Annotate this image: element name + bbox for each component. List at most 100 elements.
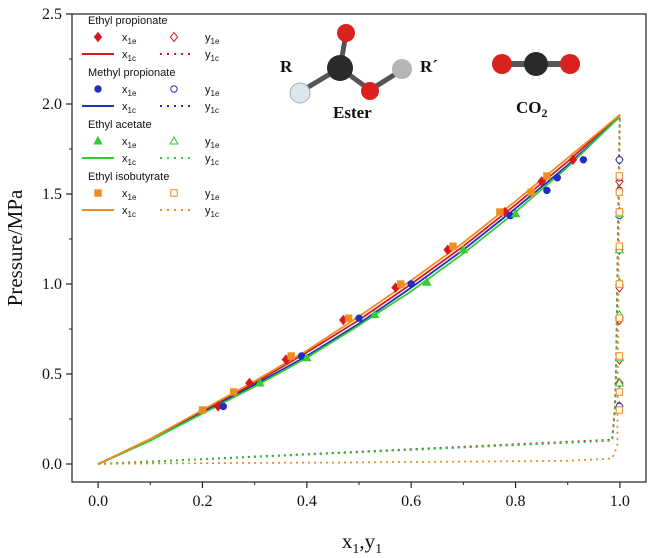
exp-x-point-1-1	[297, 352, 306, 360]
legend-calc-x-label-2-sub: 1c	[128, 158, 136, 167]
legend-exp-y-label-1: y1e	[205, 84, 220, 98]
legend-exp-y-label-1-sub: 1e	[211, 89, 220, 98]
legend-calc-x-label-2-main: x	[122, 153, 128, 165]
x-tick-label-2: 0.4	[297, 493, 317, 510]
exp-x-point-3-1	[230, 388, 238, 396]
exp-x-point-1-7	[579, 156, 588, 164]
exp-x-point-0-1	[245, 377, 254, 389]
legend-exp-y-label-3-main: y	[205, 188, 211, 200]
legend-calc-x-label-0-main: x	[122, 49, 128, 61]
legend-exp-x-marker-1	[94, 85, 102, 93]
legend-title-1: Methyl propionate	[88, 67, 175, 79]
calc-y-line-1	[98, 116, 621, 465]
legend-exp-x-label-2: x1e	[122, 136, 137, 150]
exp-x-point-2-4	[458, 244, 469, 254]
exp-x-point-2-3	[422, 277, 432, 286]
calc-y-line-2	[98, 116, 621, 465]
x-tick-label-5: 1.0	[610, 493, 630, 510]
legend-calc-y-label-0-sub: 1c	[211, 54, 219, 63]
co2-atom-c	[524, 52, 548, 76]
exp-y-point-3-6	[615, 208, 624, 216]
legend-calc-x-label-3: x1c	[122, 205, 136, 219]
legend-exp-y-label-3: y1e	[205, 188, 220, 202]
exp-x-point-1-5	[543, 186, 551, 195]
exp-x-point-1-2	[355, 314, 363, 322]
legend-exp-x-label-2-sub: 1e	[128, 141, 137, 150]
legend-exp-x-label-1: x1e	[122, 84, 137, 98]
legend-exp-y-label-2: y1e	[205, 136, 220, 150]
ester-label: Ester	[333, 103, 372, 122]
legend-exp-x-label-0: x1e	[122, 32, 137, 46]
legend-exp-y-label-2-main: y	[205, 136, 211, 148]
ester-molecule: R R´ Ester	[280, 24, 438, 122]
exp-x-point-0-8	[568, 154, 578, 165]
exp-y-point-2-0	[614, 377, 625, 387]
legend-exp-y-label-2-sub: 1e	[211, 141, 220, 150]
exp-x-point-3-0	[198, 406, 207, 414]
exp-x-point-3-7	[527, 188, 535, 196]
legend-exp-y-label-3-sub: 1e	[211, 193, 220, 202]
legend-calc-x-label-2: x1c	[122, 153, 136, 167]
legend-calc-y-label-3-main: y	[205, 205, 211, 217]
legend-exp-y-marker-1	[170, 85, 178, 93]
exp-y-point-3-2	[615, 352, 624, 360]
legend-calc-x-label-0: x1c	[122, 49, 136, 63]
ester-atom-c	[327, 55, 353, 81]
exp-y-point-3-0	[615, 406, 624, 414]
ester-r-prime-label: R´	[420, 57, 438, 76]
exp-y-point-3-5	[615, 242, 624, 250]
y-tick-label-0: 0.0	[42, 456, 62, 473]
exp-y-point-1-7	[615, 156, 624, 164]
y-tick-label-3: 1.5	[42, 186, 62, 203]
legend-exp-x-marker-2	[93, 135, 103, 145]
calc-y-line-0	[98, 114, 621, 465]
x-axis-title-sub2: 1	[375, 542, 382, 557]
co2-label-sub: 2	[542, 106, 548, 120]
ester-atom-r	[392, 59, 412, 79]
exp-y-point-3-4	[615, 280, 624, 288]
exp-x-point-1-6	[553, 174, 561, 182]
exp-x-point-2-1	[302, 352, 312, 362]
x-axis-title-sep: ,y	[359, 529, 375, 553]
exp-x-point-2-0	[255, 377, 265, 387]
legend-exp-x-label-2-main: x	[122, 136, 128, 148]
calc-x-line-1	[97, 115, 621, 465]
co2-molecule: CO2	[492, 52, 580, 120]
exp-x-point-2-5	[510, 208, 521, 218]
exp-x-point-3-3	[344, 314, 353, 322]
legend-calc-y-label-0: y1c	[205, 49, 219, 63]
legend-exp-y-label-0-main: y	[205, 32, 211, 44]
exp-x-point-3-4	[397, 280, 405, 288]
y-tick-label-2: 1.0	[42, 276, 62, 293]
ester-atom-o-top	[337, 24, 355, 42]
legend-exp-y-marker-0	[169, 31, 179, 43]
calc-x-line-3	[97, 114, 621, 465]
legend-calc-x-label-3-main: x	[122, 205, 128, 217]
legend-calc-y-label-1-main: y	[205, 101, 211, 113]
legend-exp-y-label-0: y1e	[205, 32, 220, 46]
legend-exp-y-marker-3	[170, 189, 178, 197]
legend-calc-x-label-1-main: x	[122, 101, 128, 113]
exp-x-point-3-8	[543, 172, 551, 180]
legend-exp-y-marker-2	[169, 135, 179, 145]
legend-exp-y-label-1-main: y	[205, 84, 211, 96]
x-axis-title-sub1: 1	[352, 542, 359, 557]
y-tick-label-1: 0.5	[42, 366, 62, 383]
legend-title-0: Ethyl propionate	[88, 15, 168, 27]
calc-x-line-0	[97, 114, 621, 465]
exp-x-point-3-5	[449, 242, 457, 250]
legend-calc-y-label-2: y1c	[205, 153, 219, 167]
curves	[97, 114, 621, 465]
x-tick-label-3: 0.6	[401, 493, 421, 510]
legend-calc-x-label-1-sub: 1c	[128, 106, 136, 115]
legend-exp-x-marker-0	[93, 31, 103, 43]
exp-y-point-3-3	[615, 314, 624, 322]
legend-exp-x-marker-3	[94, 189, 102, 197]
ester-atom-o	[361, 82, 379, 100]
calc-x-line-2	[97, 115, 621, 465]
legend-exp-x-label-0-sub: 1e	[128, 37, 137, 46]
legend-exp-x-label-3-sub: 1e	[128, 193, 137, 202]
co2-label-main: CO	[516, 98, 542, 117]
x-tick-label-0: 0.0	[88, 493, 108, 510]
